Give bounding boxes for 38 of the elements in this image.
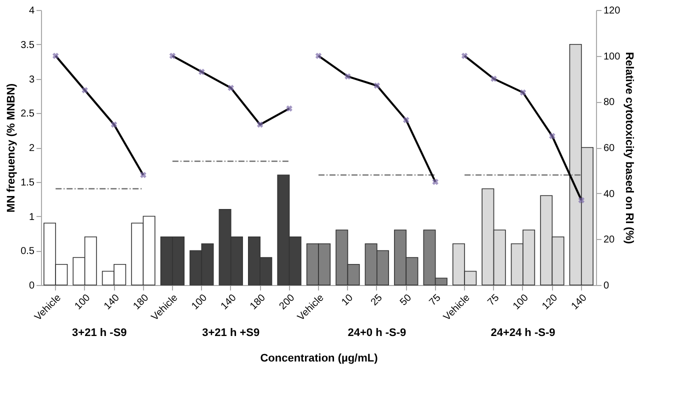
y2-tick-label: 80: [604, 97, 616, 108]
x-tick-label: 100: [190, 292, 210, 312]
y-tick-label: 2: [28, 143, 35, 154]
x-tick-label: 180: [248, 292, 268, 312]
x-tick-label: 10: [340, 292, 356, 308]
x-tick-label: 120: [540, 292, 560, 312]
x-axis-title: Concentration (µg/mL): [260, 352, 378, 364]
y2-tick-label: 0: [604, 280, 610, 292]
text: 24+0 h -S-9: [348, 327, 406, 339]
y2-tick-label: 60: [604, 143, 616, 154]
y-axis-title: MN frequency (% MNBN): [6, 83, 18, 212]
y-tick-label: 2.5: [20, 108, 35, 120]
x-tick-label: 75: [427, 292, 444, 308]
y-tick-label: 0: [28, 280, 35, 292]
y2-tick-label: 120: [604, 6, 621, 16]
y2-axis-title: Relative cytotoxicity based on RI (%): [623, 52, 636, 244]
x-tick-label: 100: [511, 292, 532, 312]
text: 3+21 h -S9: [72, 327, 127, 339]
y-tick-label: 1.5: [20, 177, 35, 188]
y2-tick-label: 40: [604, 188, 616, 200]
y2-tick-label: 20: [604, 234, 616, 246]
x-tick-label: 25: [369, 292, 386, 308]
x-tick-label: 140: [570, 292, 590, 312]
x-tick-label: 140: [102, 292, 122, 312]
y-tick-label: 3: [28, 74, 35, 86]
x-tick-label: 200: [277, 292, 298, 312]
x-tick-label: 100: [73, 292, 93, 312]
y2-tick-label: 100: [604, 51, 621, 62]
y-tick-label: 4: [28, 6, 35, 16]
y-tick-label: 3.5: [20, 40, 35, 51]
y-tick-label: 1: [28, 212, 35, 223]
x-tick-label: 50: [398, 292, 414, 308]
text: 24+24 h -S-9: [490, 327, 556, 339]
x-tick-label: 75: [486, 292, 502, 308]
x-tick-label: 140: [219, 292, 239, 312]
y-tick-label: 0.5: [20, 246, 35, 258]
x-tick-label: 180: [131, 292, 152, 312]
text: 3+21 h +S9: [202, 327, 260, 339]
